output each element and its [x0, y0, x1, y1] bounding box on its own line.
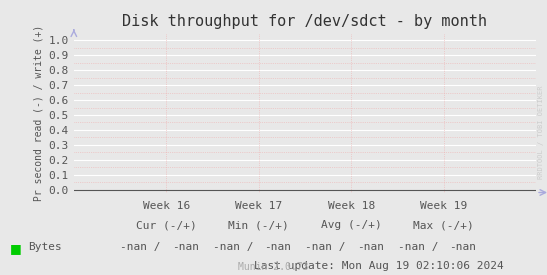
Text: Max (-/+): Max (-/+) — [413, 220, 474, 230]
Text: -nan /: -nan / — [398, 242, 438, 252]
Text: -nan: -nan — [357, 242, 383, 252]
Text: -nan /: -nan / — [305, 242, 346, 252]
Text: Week 19: Week 19 — [420, 201, 467, 211]
Text: Week 18: Week 18 — [328, 201, 375, 211]
Text: -nan /: -nan / — [213, 242, 253, 252]
Text: -nan: -nan — [449, 242, 476, 252]
Text: Munin 2.0.73: Munin 2.0.73 — [238, 262, 309, 272]
Text: Week 16: Week 16 — [143, 201, 190, 211]
Text: Last update: Mon Aug 19 02:10:06 2024: Last update: Mon Aug 19 02:10:06 2024 — [254, 261, 504, 271]
Text: Week 17: Week 17 — [235, 201, 282, 211]
Text: Avg (-/+): Avg (-/+) — [321, 220, 382, 230]
Text: Bytes: Bytes — [28, 242, 62, 252]
Text: Min (-/+): Min (-/+) — [228, 220, 289, 230]
Text: -nan /: -nan / — [120, 242, 161, 252]
Text: Cur (-/+): Cur (-/+) — [136, 220, 197, 230]
Text: RRDTOOL / TOBI OETIKER: RRDTOOL / TOBI OETIKER — [538, 85, 544, 179]
Text: -nan: -nan — [264, 242, 291, 252]
Y-axis label: Pr second read (-) / write (+): Pr second read (-) / write (+) — [33, 25, 43, 201]
Title: Disk throughput for /dev/sdct - by month: Disk throughput for /dev/sdct - by month — [123, 14, 487, 29]
Text: -nan: -nan — [172, 242, 199, 252]
Text: ■: ■ — [10, 242, 21, 255]
